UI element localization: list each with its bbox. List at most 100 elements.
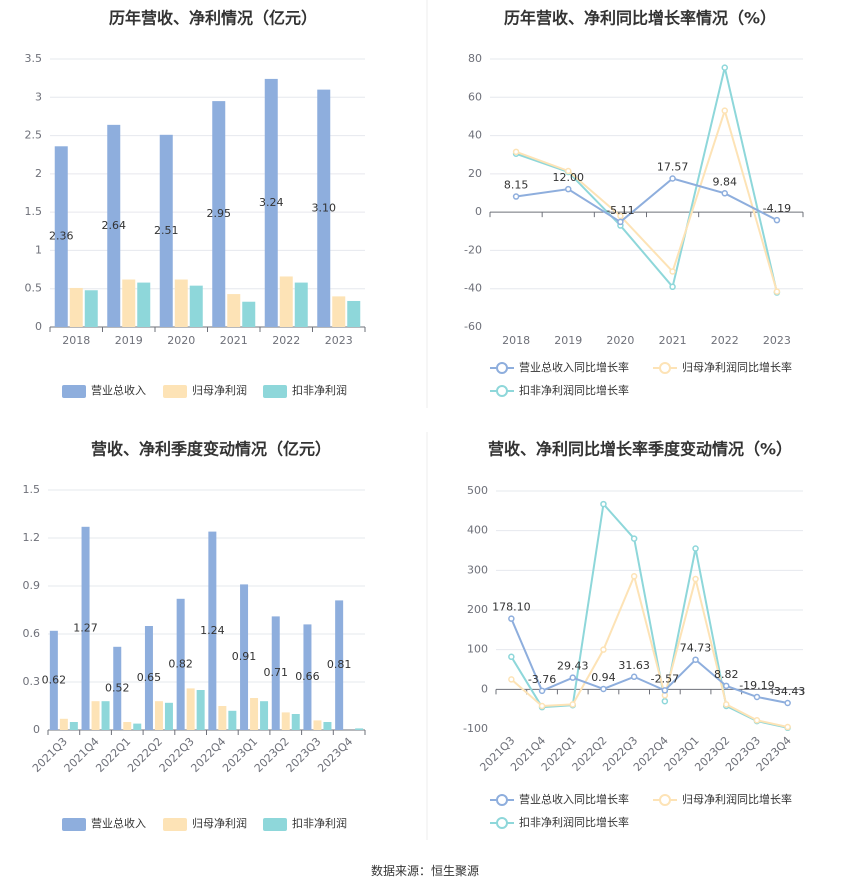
data-label: 1.24 [200,624,225,637]
y-tick-label: 500 [467,484,488,497]
data-label: -3.76 [528,673,556,686]
bar-归母净利润 [332,296,346,327]
x-tick-label: 2019 [554,334,582,347]
y-tick-label: -100 [463,722,488,735]
y-tick-label: 1 [35,243,42,256]
bar-营业总收入 [81,526,90,730]
series-line-扣非净利润同比增长率 [515,67,778,293]
bar-营业总收入 [113,646,122,730]
data-label: 17.57 [657,161,689,174]
bar-归母净利润 [250,698,259,730]
y-tick-label: -20 [464,243,482,256]
series-point-扣非净利润同比增长率 [721,64,728,71]
y-tick-label: 20 [468,167,482,180]
bar-营业总收入 [159,134,173,327]
bar-扣非净利润 [355,728,364,730]
legend-swatch [163,385,187,398]
x-tick-label: 2021 [659,334,687,347]
bar-扣非净利润 [294,282,308,327]
data-label: 0.91 [232,650,257,663]
data-label: 0.71 [264,666,289,679]
x-tick-label: 2022 [272,334,300,347]
chart-title: 营收、净利季度变动情况（亿元） [91,440,331,459]
bar-扣非净利润 [137,282,151,327]
series-point-营业总收入同比增长率 [538,687,546,695]
data-label: 0.82 [168,657,193,670]
legend-swatch [62,818,86,831]
annual-revenue-profit-chart: 历年营收、净利情况（亿元） 0 0.5 1 1.5 2 2.5 3 3.5 2018 2019 202… [25,9,366,398]
x-tick-label: 2020 [167,334,195,347]
bar-营业总收入 [144,626,153,730]
legend-label: 营业总收入 [91,816,146,830]
legend-marker [496,385,508,397]
data-label: 9.84 [713,175,738,188]
y-tick-label: 2 [35,167,42,180]
series-line-归母净利润同比增长率 [515,107,778,292]
bar-扣非净利润 [189,285,203,327]
bar-归母净利润 [281,712,290,730]
y-tick-label: 0.3 [23,675,41,688]
x-tick-label: 2021 [220,334,248,347]
bar-扣非净利润 [228,710,237,730]
y-tick-label: 0 [35,320,42,333]
data-label: -34.43 [770,685,805,698]
data-label: 29.43 [557,660,589,673]
bar-营业总收入 [335,600,344,730]
x-tick-label: 2018 [502,334,530,347]
x-tick-label: 2018 [62,334,90,347]
bar-营业总收入 [317,89,331,327]
data-label: 8.82 [714,668,739,681]
legend-swatch [62,385,86,398]
legend-label: 扣非净利润同比增长率 [519,815,629,829]
bar-扣非净利润 [291,714,300,730]
series-point-营业总收入同比增长率 [565,185,572,193]
bar-归母净利润 [227,294,241,327]
series-line-营业总收入同比增长率 [515,177,778,224]
y-tick-label: 0.5 [25,282,43,295]
data-label: 2.95 [207,207,232,220]
bar-扣非净利润 [69,722,78,730]
x-tick-label: 2023Q4 [315,735,355,775]
y-tick-label: 40 [468,129,482,142]
data-label: -2.57 [651,672,679,685]
legend-marker [496,794,508,806]
series-point-营业总收入同比增长率 [617,218,624,226]
annual-growth-rate-chart: 历年营收、净利同比增长率情况（%） -60 -40 -20 0 20 40 60 80 2018 2… [464,9,804,397]
x-tick-label: 2019 [115,334,143,347]
legend-marker [496,817,508,829]
legend-label: 营业总收入同比增长率 [519,792,629,806]
data-label: 0.94 [591,671,616,684]
bar-归母净利润 [122,279,136,327]
bar-归母净利润 [186,688,195,730]
data-label: 3.10 [312,201,337,214]
y-tick-label: 3.5 [25,52,43,65]
series-point-扣非净利润同比增长率 [630,535,638,542]
y-tick-label: 400 [467,524,488,537]
y-tick-label: 1.2 [23,531,41,544]
data-label: 2.64 [102,219,127,232]
y-tick-label: 0 [481,682,488,695]
series-point-营业总收入同比增长率 [512,193,520,200]
legend-marker [496,362,508,374]
bar-扣非净利润 [84,290,98,327]
bar-归母净利润 [59,718,68,730]
bar-归母净利润 [91,701,100,730]
bar-营业总收入 [240,584,249,730]
data-label: 12.00 [553,171,585,184]
bar-扣非净利润 [260,701,269,730]
series-point-营业总收入同比增长率 [721,190,728,197]
data-label: -19.19 [739,679,774,692]
series-point-营业总收入同比增长率 [508,615,515,622]
series-point-扣非净利润同比增长率 [600,500,607,508]
chart-title: 历年营收、净利同比增长率情况（%） [504,9,776,28]
data-label: 2.36 [49,230,74,243]
series-point-归母净利润同比增长率 [784,723,791,731]
data-label: 0.66 [295,670,320,683]
legend-label: 归母净利润同比增长率 [682,792,792,806]
series-point-归母净利润同比增长率 [630,573,638,580]
bar-营业总收入 [54,146,68,327]
series-point-营业总收入同比增长率 [753,693,761,701]
legend-label: 归母净利润同比增长率 [682,360,792,374]
bar-营业总收入 [176,598,185,730]
y-tick-label: 200 [467,603,488,616]
